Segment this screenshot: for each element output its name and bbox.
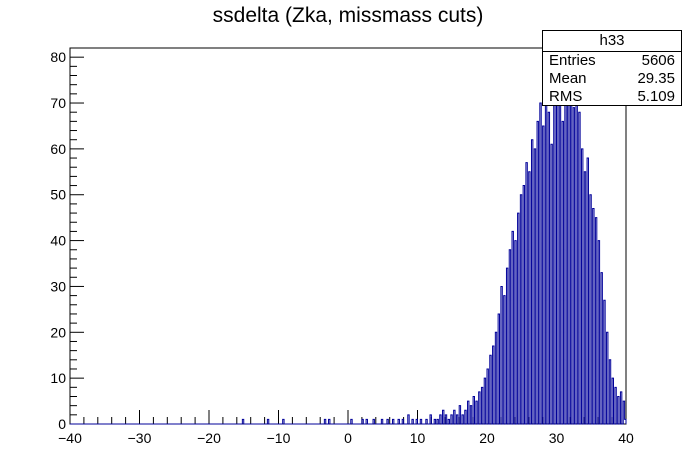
stats-histogram-name: h33 xyxy=(543,31,681,52)
stats-mean-row: Mean 29.35 xyxy=(543,70,681,88)
x-tick-label: −10 xyxy=(267,430,291,446)
stats-rms-label: RMS xyxy=(549,88,583,105)
y-tick-label: 40 xyxy=(50,233,66,249)
stats-box: h33 Entries 5606 Mean 29.35 RMS 5.109 xyxy=(542,30,682,106)
y-tick-label: 50 xyxy=(50,187,66,203)
stats-entries-row: Entries 5606 xyxy=(543,52,681,70)
y-tick-label: 80 xyxy=(50,49,66,65)
y-tick-label: 10 xyxy=(50,370,66,386)
stats-entries-label: Entries xyxy=(549,52,596,69)
x-axis: −40 −30 −20 −10 0 10 20 30 40 xyxy=(58,410,634,446)
y-axis: 0 10 20 30 40 50 60 70 80 xyxy=(50,47,84,432)
stats-rms-value: 5.109 xyxy=(637,88,675,105)
x-tick-label: 10 xyxy=(410,430,426,446)
y-tick-label: 30 xyxy=(50,278,66,294)
stats-mean-label: Mean xyxy=(549,70,587,87)
histogram-outline xyxy=(70,75,627,425)
x-tick-label: −40 xyxy=(58,430,82,446)
x-tick-label: −20 xyxy=(197,430,221,446)
stats-mean-value: 29.35 xyxy=(637,70,675,87)
x-tick-label: 40 xyxy=(618,430,634,446)
x-tick-label: 20 xyxy=(479,430,495,446)
stats-entries-value: 5606 xyxy=(641,52,675,69)
y-tick-label: 60 xyxy=(50,141,66,157)
y-tick-label: 0 xyxy=(58,416,66,432)
histogram-bins xyxy=(242,76,626,424)
chart-title: ssdelta (Zka, missmass cuts) xyxy=(212,4,484,27)
x-tick-label: 0 xyxy=(344,430,352,446)
y-tick-label: 70 xyxy=(50,95,66,111)
y-tick-label: 20 xyxy=(50,324,66,340)
x-tick-label: 30 xyxy=(549,430,565,446)
stats-rms-row: RMS 5.109 xyxy=(543,88,681,106)
x-tick-label: −30 xyxy=(128,430,152,446)
